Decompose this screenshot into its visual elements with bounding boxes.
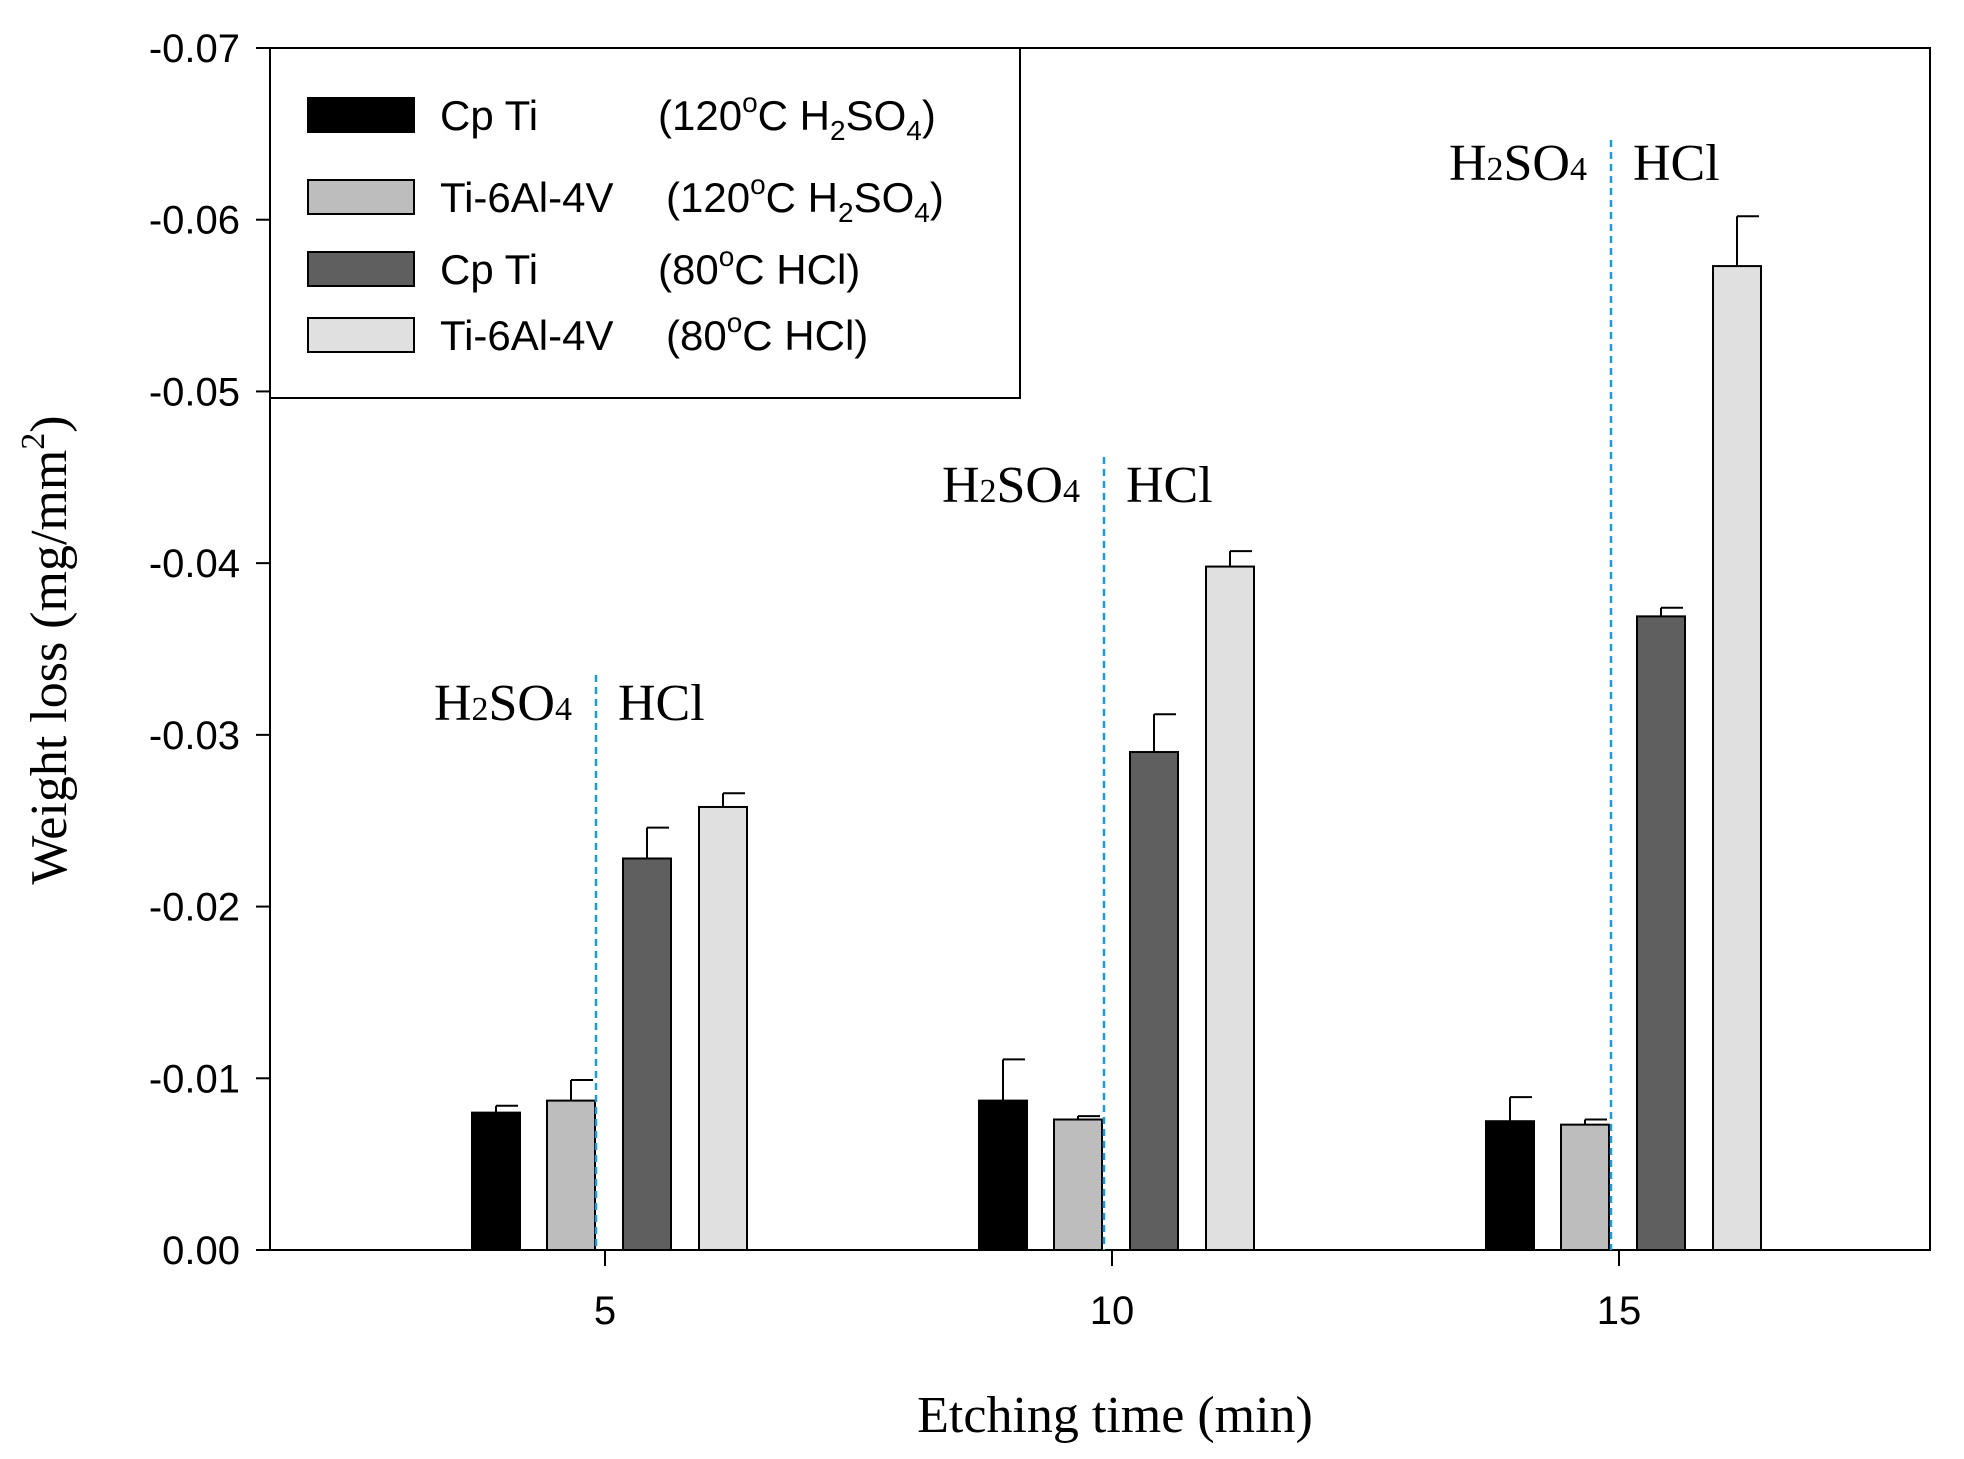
bar [978,1099,1028,1251]
legend-series-label: Cp Ti [440,246,538,293]
y-tick-label: 0.00 [162,1229,240,1273]
legend-condition-label: (80oC HCl) [666,307,868,359]
h2so4-label: H2SO4 [434,675,572,732]
legend-swatch [307,97,415,133]
bar [546,1099,596,1251]
legend-swatch [307,179,415,215]
x-tick-label: 5 [594,1289,616,1333]
hcl-label: HCl [1633,135,1720,192]
legend-series-label: Ti-6Al-4V [440,174,613,221]
y-tick-label: -0.04 [149,542,240,586]
y-tick-label: -0.05 [149,370,240,414]
y-tick-label: -0.01 [149,1057,240,1101]
y-tick-label: -0.02 [149,886,240,930]
dividers-layer [594,140,1613,1250]
legend-condition-label: (120oC H2SO4) [666,169,944,228]
h2so4-label: H2SO4 [942,457,1080,514]
x-tick-label: 15 [1597,1289,1642,1333]
bar [622,857,672,1252]
legend: Cp Ti (120oC H2SO4) Ti-6Al-4V (120oC H2SO4)… [269,47,1021,399]
y-tick-label: -0.03 [149,714,240,758]
bars-layer [471,215,1762,1252]
y-tick-label: -0.06 [149,199,240,243]
bar [698,805,748,1252]
legend-series-label: Cp Ti [440,92,538,139]
bar [1053,1118,1103,1252]
bar [1712,265,1762,1251]
h2so4-label: H2SO4 [1449,135,1587,192]
legend-condition-label: (80oC HCl) [658,241,860,293]
x-axis-title: Etching time (min) [917,1387,1313,1444]
bar [1636,615,1686,1251]
legend-swatch [307,317,415,353]
annotations-layer: H2SO4 HCl H2SO4 HCl H2SO4 HCl [434,135,1720,732]
legend-swatch [307,251,415,287]
bar [1205,565,1255,1251]
y-tick-label: -0.07 [149,27,240,71]
bar [1129,751,1179,1251]
bar [1560,1123,1610,1251]
legend-series-label: Ti-6Al-4V [440,312,613,359]
bar [1485,1120,1535,1251]
legend-condition-label: (120oC H2SO4) [658,87,936,146]
hcl-label: HCl [1126,457,1213,514]
axes-layer: 0.00 -0.01 -0.02 -0.03 -0.04 -0.05 -0.06 -0.07 5… [149,27,1641,1333]
y-axis-title: Weight loss (mg/mm2) [15,415,78,884]
bar [471,1111,521,1251]
x-tick-label: 10 [1090,1289,1135,1333]
hcl-label: HCl [618,675,705,732]
